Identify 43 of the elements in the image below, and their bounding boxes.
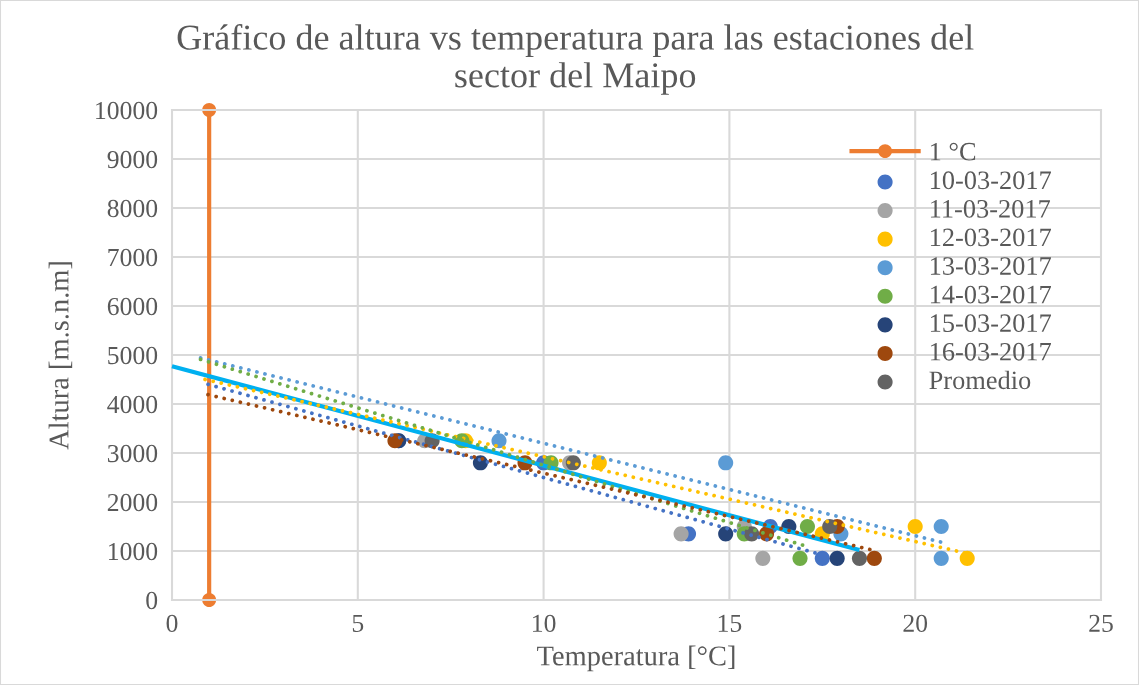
x-tick-label: 15 xyxy=(718,614,742,632)
legend-label: 11-03-2017 xyxy=(930,199,1051,218)
x-tick-label: 25 xyxy=(1089,614,1113,632)
y-axis-title: Altura [m.s.n.m] xyxy=(48,262,73,450)
y-tick-label: 7000 xyxy=(108,248,158,267)
point xyxy=(851,550,867,566)
point xyxy=(814,550,830,566)
point xyxy=(718,526,734,542)
chart-title: Gráfico de altura vs temperatura para las estaciones del sector del Maipo xyxy=(177,24,974,95)
point xyxy=(673,526,689,542)
point xyxy=(792,550,808,566)
x-tick-label: 10 xyxy=(533,614,556,632)
x-tick-label: 5 xyxy=(352,614,364,632)
legend-label: 15-03-2017 xyxy=(930,314,1052,333)
legend-label: 16-03-2017 xyxy=(930,342,1052,361)
y-tick-label: 3000 xyxy=(107,444,158,463)
x-tick-label: 0 xyxy=(166,614,178,632)
point xyxy=(959,550,975,566)
point xyxy=(907,518,923,535)
point xyxy=(799,518,815,535)
y-tick-label: 8000 xyxy=(107,199,158,218)
x-axis-title: Temperatura [°C] xyxy=(537,645,735,672)
y-tick-label: 10000 xyxy=(96,101,158,120)
legend-label: 14-03-2017 xyxy=(930,285,1052,304)
point xyxy=(866,550,882,566)
point xyxy=(933,550,949,566)
legend-label: Promedio xyxy=(929,370,1031,390)
y-tick-label: 0 xyxy=(146,591,158,610)
legend-label: 1 °C xyxy=(930,142,976,161)
point xyxy=(933,518,949,535)
y-tick-label: 6000 xyxy=(107,297,158,316)
legend-label: 12-03-2017 xyxy=(930,228,1052,247)
y-tick-label: 1000 xyxy=(108,542,158,561)
y-tick-label: 4000 xyxy=(107,395,158,414)
y-tick-label: 5000 xyxy=(108,346,158,365)
y-tick-label: 9000 xyxy=(107,150,158,169)
point xyxy=(718,455,734,471)
legend-label: 13-03-2017 xyxy=(930,257,1052,275)
y-tick-label: 2000 xyxy=(107,493,158,512)
x-tick-label: 20 xyxy=(903,614,928,632)
point xyxy=(829,550,845,566)
point xyxy=(755,550,771,566)
legend-label: 10-03-2017 xyxy=(930,171,1052,190)
